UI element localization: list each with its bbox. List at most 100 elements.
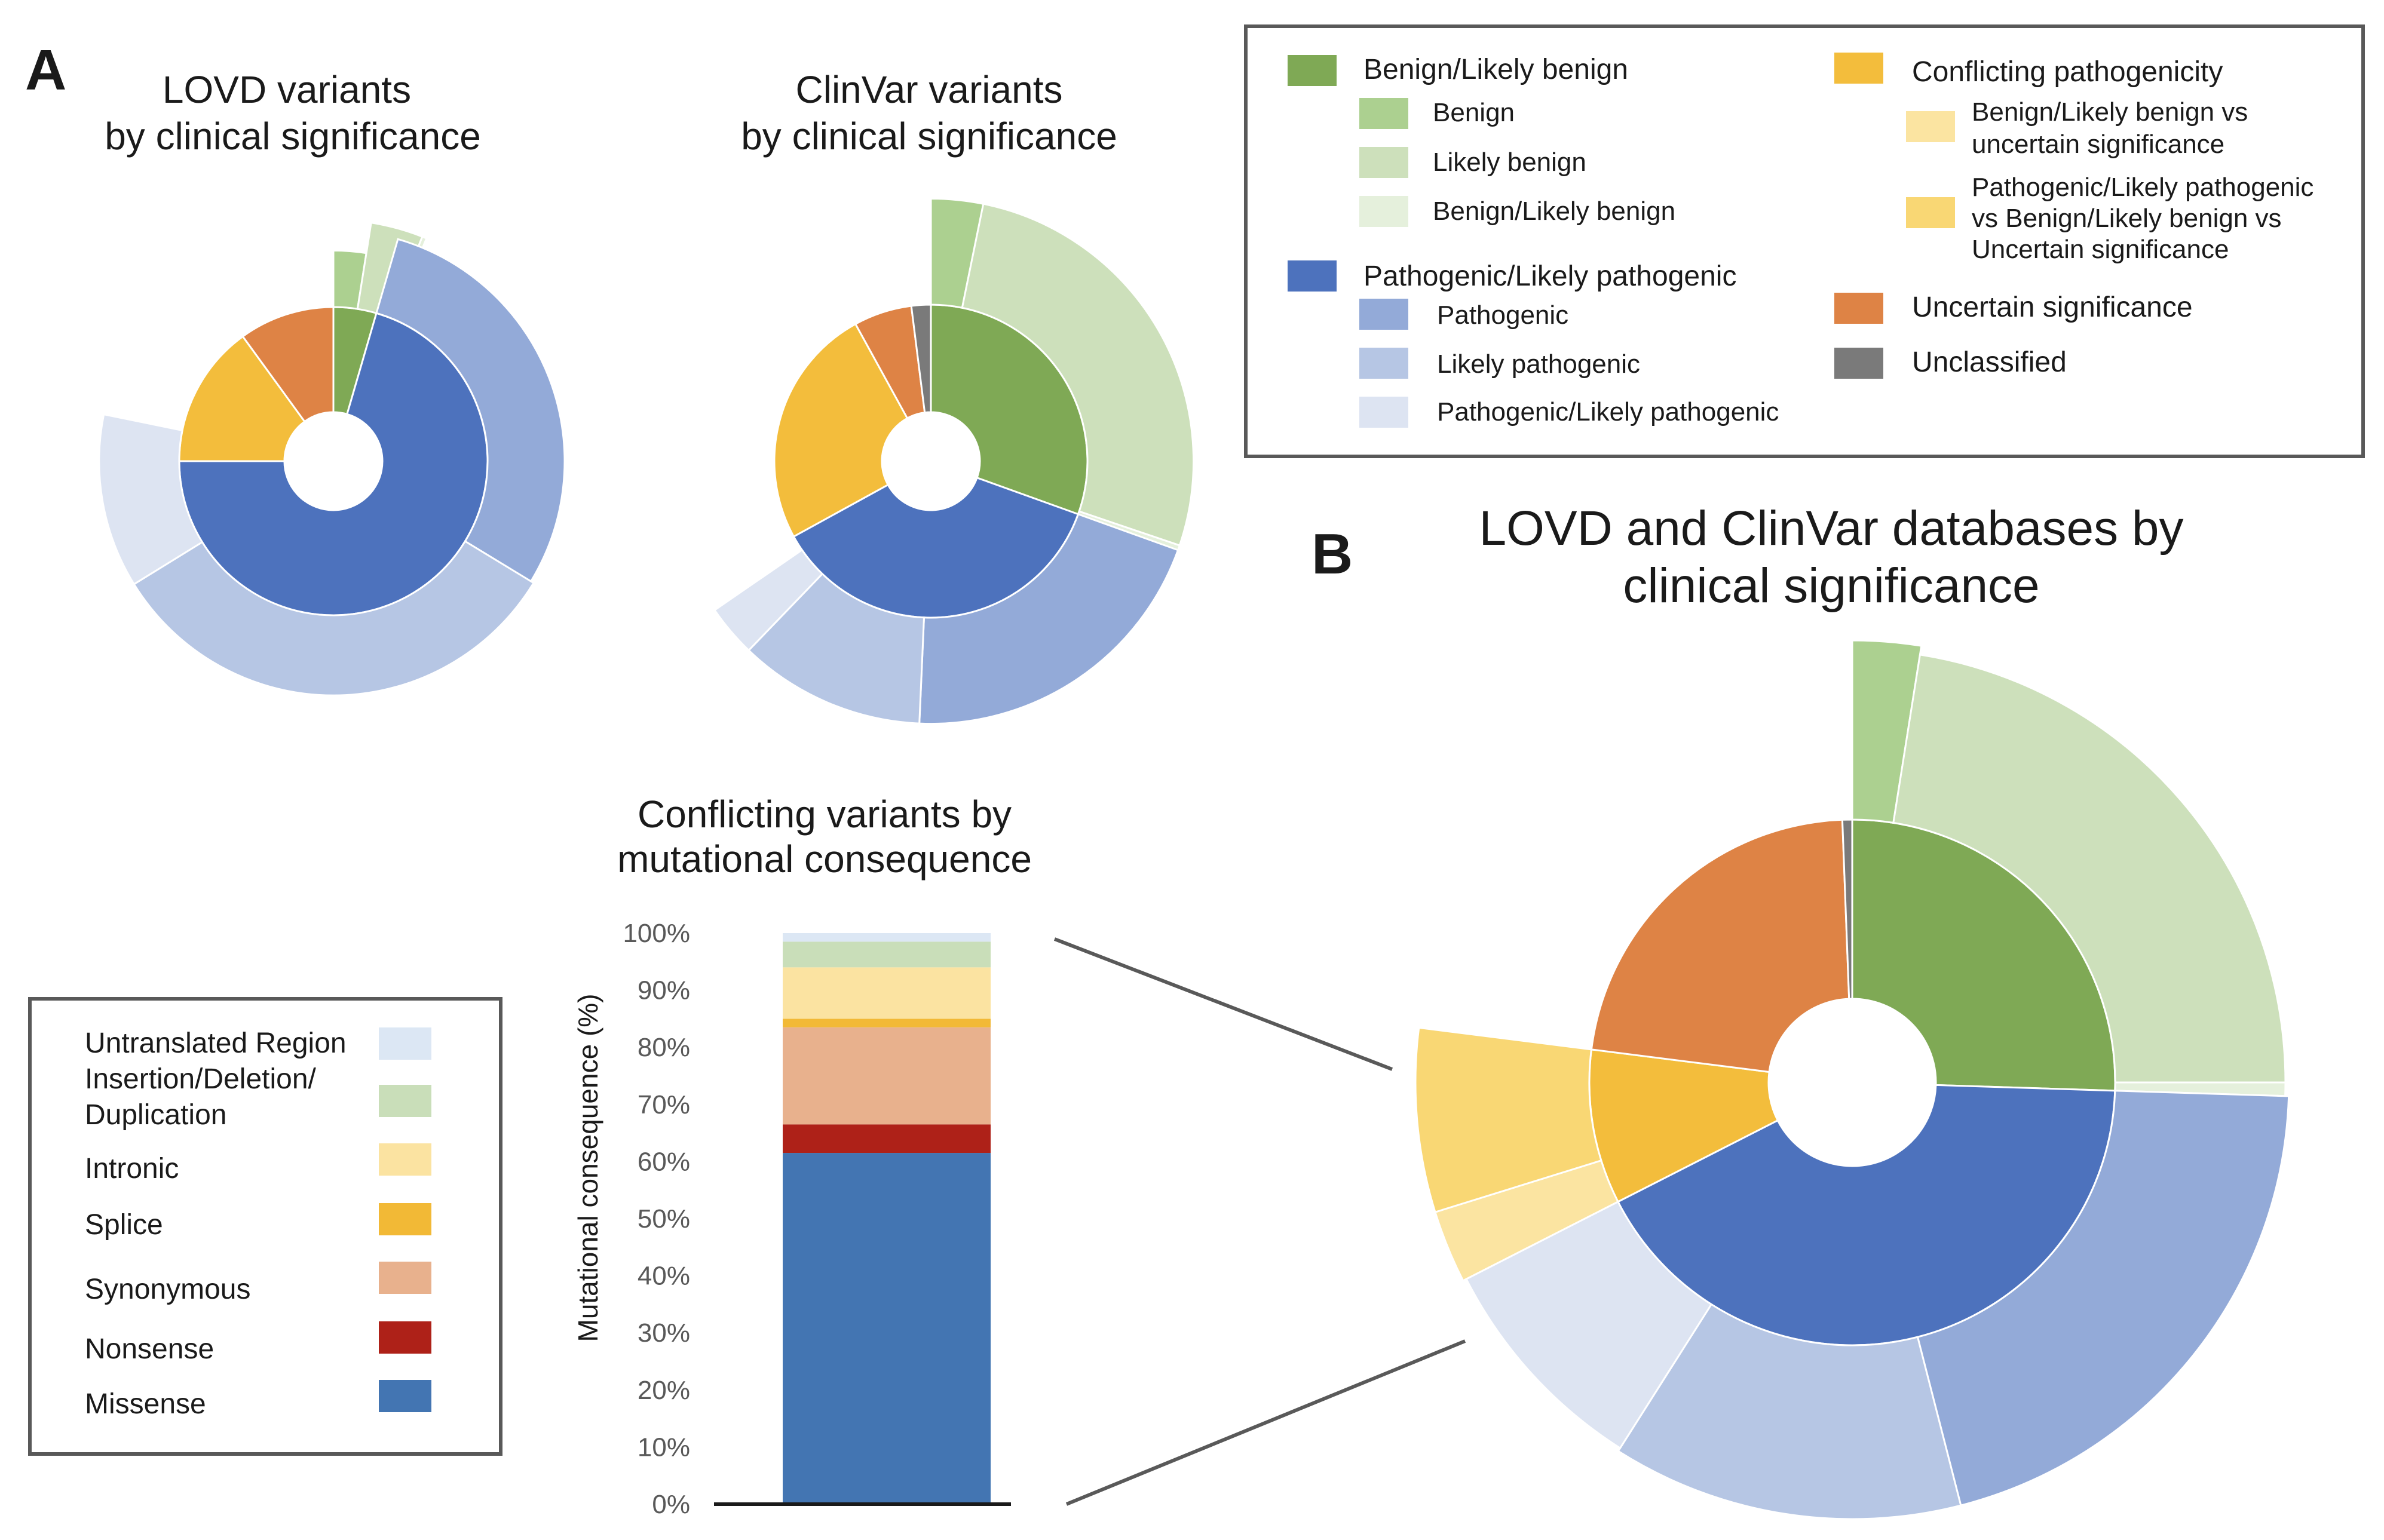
combined-sunburst — [1414, 639, 2290, 1520]
consequence-legend: Untranslated Region Insertion/Deletion/ … — [28, 997, 502, 1456]
outer-slice-likely-benign — [1892, 654, 2287, 1084]
outer-slice-likely-pathogenic — [1617, 1303, 1962, 1520]
legend-label-benign-likely-benign: Benign/Likely benign — [1433, 197, 1675, 226]
consequence-legend-frame — [28, 997, 502, 1456]
bar-y-tick-70: 70% — [638, 1090, 690, 1119]
bar-y-tick-80: 80% — [638, 1033, 690, 1062]
legend-swatch-pathogenic-likely-pathogenic — [1359, 397, 1408, 428]
legend-label-intronic: Intronic — [85, 1153, 179, 1185]
bar-y-tick-40: 40% — [638, 1262, 690, 1291]
bar-y-tick-30: 30% — [638, 1318, 690, 1348]
sunburst-center-hole — [882, 412, 980, 510]
legend-swatch-utr — [379, 1027, 431, 1060]
lovd-sunburst — [98, 222, 566, 697]
legend-swatch-indel — [379, 1085, 431, 1117]
bar-y-tick-100: 100% — [623, 919, 690, 948]
bar-segment-intronic — [783, 967, 991, 1019]
bar-y-tick-90: 90% — [638, 976, 690, 1005]
legend-swatch-benign-group — [1288, 55, 1337, 86]
bar-y-tick-60: 60% — [638, 1147, 690, 1176]
clinvar-title-line-2: by clinical significance — [741, 115, 1117, 158]
combined-title: LOVD and ClinVar databases by clinical s… — [1479, 501, 2183, 613]
bar-segment-nonsense — [783, 1124, 991, 1154]
legend-label-missense: Missense — [85, 1388, 206, 1420]
legend-swatch-nonsense — [379, 1321, 431, 1354]
legend-swatch-pathogenic-group — [1288, 260, 1337, 292]
bar-y-tick-0: 0% — [652, 1490, 690, 1519]
legend-label-indel-2: Duplication — [85, 1099, 226, 1131]
bar-title-line-1: Conflicting variants by — [638, 793, 1012, 836]
legend-swatch-likely-benign — [1359, 147, 1408, 178]
bar-segment-synonymous — [783, 1027, 991, 1125]
legend-swatch-benign — [1359, 98, 1408, 129]
legend-label-synonymous: Synonymous — [85, 1274, 250, 1305]
legend-swatch-benign-likely-benign — [1359, 196, 1408, 227]
legend-swatch-intronic — [379, 1143, 431, 1176]
outer-slice-pathogenic-likely-pathogenic — [98, 413, 204, 586]
outer-slice-pathogenic — [375, 238, 566, 583]
bar-y-axis-label: Mutational consequence (%) — [572, 994, 603, 1342]
panel-b-letter: B — [1311, 522, 1353, 586]
legend-swatch-unclassified — [1834, 348, 1883, 379]
outer-slice-pathogenic-likely-pathogenic-vs-benign-likely-benign-vs-uncertain-significance — [1414, 1026, 1602, 1214]
outer-slice-pathogenic — [918, 513, 1179, 725]
significance-legend: Benign/Likely benign Benign Likely benig… — [1244, 24, 2365, 458]
bar-segments — [783, 933, 991, 1504]
lovd-title: LOVD variants by clinical significance — [105, 68, 481, 158]
outer-slice-pathogenic-likely-pathogenic — [713, 548, 824, 652]
legend-label-benign: Benign — [1433, 98, 1515, 127]
legend-label-utr: Untranslated Region — [85, 1027, 347, 1059]
lovd-title-line-2: by clinical significance — [105, 115, 481, 158]
legend-label-conflict-bl-vs-us-2: uncertain significance — [1972, 130, 2224, 159]
legend-swatch-uncertain — [1834, 293, 1883, 324]
connector-line-bottom — [1065, 1339, 1466, 1506]
legend-label-conflict-bl-vs-us-1: Benign/Likely benign vs — [1972, 97, 2248, 127]
bar-segment-splice — [783, 1019, 991, 1027]
legend-swatch-missense — [379, 1380, 431, 1412]
legend-swatch-conflict-plp — [1906, 197, 1955, 228]
outer-slice-likely-pathogenic — [133, 540, 535, 697]
bar-segment-missense — [783, 1153, 991, 1504]
sunburst-center-hole — [284, 412, 382, 510]
legend-label-conflict-plp-1: Pathogenic/Likely pathogenic — [1972, 173, 2313, 202]
legend-swatch-splice — [379, 1203, 431, 1235]
legend-label-conflicting-group: Conflicting pathogenicity — [1912, 56, 2223, 88]
clinvar-sunburst — [713, 197, 1195, 725]
legend-label-pathogenic-likely-pathogenic: Pathogenic/Likely pathogenic — [1437, 397, 1779, 427]
legend-swatch-conflicting-group — [1834, 53, 1883, 84]
bar-y-tick-20: 20% — [638, 1376, 690, 1405]
bar-segment-insertion-deletion-duplication — [783, 941, 991, 968]
bar-y-ticks: 0% 10% 20% 30% 40% 50% 60% 70% 80% 90% 100% — [623, 919, 690, 1519]
sunburst-center-hole — [1769, 999, 1936, 1166]
consequence-bar-chart: Mutational consequence (%) 0% 10% 20% 30% 40… — [572, 919, 1011, 1519]
legend-swatch-likely-pathogenic — [1359, 348, 1408, 379]
bar-chart-title: Conflicting variants by mutational conse… — [617, 793, 1032, 881]
legend-label-pathogenic-group: Pathogenic/Likely pathogenic — [1363, 260, 1736, 292]
legend-label-likely-benign: Likely benign — [1433, 148, 1586, 177]
legend-label-splice: Splice — [85, 1209, 163, 1241]
bar-y-tick-10: 10% — [638, 1432, 690, 1462]
legend-label-benign-group: Benign/Likely benign — [1363, 54, 1628, 85]
combined-title-line-1: LOVD and ClinVar databases by — [1479, 501, 2183, 556]
legend-swatch-pathogenic — [1359, 299, 1408, 330]
outer-slice-likely-benign — [961, 203, 1195, 547]
legend-label-uncertain: Uncertain significance — [1912, 292, 2193, 323]
outer-slice-benign — [1851, 639, 1923, 824]
legend-label-indel-1: Insertion/Deletion/ — [85, 1063, 317, 1095]
bar-title-line-2: mutational consequence — [617, 838, 1032, 881]
legend-label-nonsense: Nonsense — [85, 1333, 214, 1365]
clinvar-title: ClinVar variants by clinical significanc… — [741, 68, 1117, 158]
bar-segment-untranslated-region — [783, 933, 991, 942]
legend-swatch-conflict-bl-vs-us — [1906, 111, 1955, 142]
legend-label-pathogenic: Pathogenic — [1437, 300, 1568, 330]
combined-title-line-2: clinical significance — [1623, 559, 2039, 613]
legend-label-conflict-plp-2: vs Benign/Likely benign vs — [1972, 204, 2282, 233]
legend-label-likely-pathogenic: Likely pathogenic — [1437, 349, 1640, 379]
bar-y-tick-50: 50% — [638, 1204, 690, 1234]
connector-line-top — [1053, 937, 1393, 1071]
outer-slice-pathogenic — [1916, 1090, 2290, 1507]
clinvar-title-line-1: ClinVar variants — [796, 68, 1063, 111]
legend-label-unclassified: Unclassified — [1912, 346, 2067, 378]
significance-legend-frame — [1244, 24, 2365, 458]
